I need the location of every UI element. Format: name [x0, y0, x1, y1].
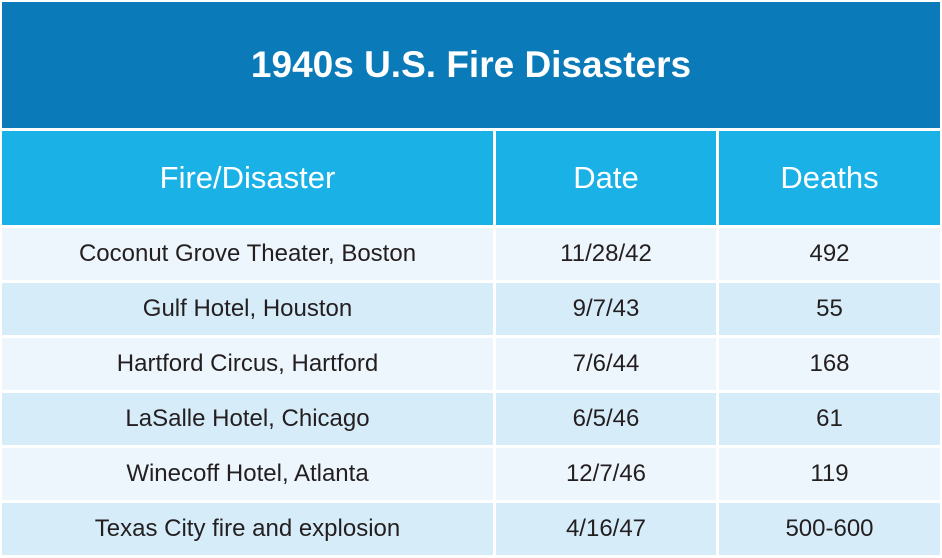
column-header-date: Date — [496, 131, 716, 225]
table-row: Texas City fire and explosion 4/16/47 50… — [2, 503, 940, 555]
table-row: LaSalle Hotel, Chicago 6/5/46 61 — [2, 393, 940, 445]
cell-date: 6/5/46 — [496, 393, 716, 445]
cell-date: 12/7/46 — [496, 448, 716, 500]
cell-deaths: 168 — [719, 338, 940, 390]
cell-deaths: 119 — [719, 448, 940, 500]
cell-date: 11/28/42 — [496, 228, 716, 280]
table-title: 1940s U.S. Fire Disasters — [2, 2, 940, 128]
cell-fire-disaster: Hartford Circus, Hartford — [2, 338, 493, 390]
cell-date: 4/16/47 — [496, 503, 716, 555]
cell-fire-disaster: Coconut Grove Theater, Boston — [2, 228, 493, 280]
cell-fire-disaster: Gulf Hotel, Houston — [2, 283, 493, 335]
cell-fire-disaster: LaSalle Hotel, Chicago — [2, 393, 493, 445]
table-body: Coconut Grove Theater, Boston 11/28/42 4… — [2, 228, 940, 555]
table-header-row: Fire/Disaster Date Deaths — [2, 131, 940, 225]
cell-deaths: 492 — [719, 228, 940, 280]
table-row: Coconut Grove Theater, Boston 11/28/42 4… — [2, 228, 940, 280]
cell-deaths: 61 — [719, 393, 940, 445]
table-row: Winecoff Hotel, Atlanta 12/7/46 119 — [2, 448, 940, 500]
cell-fire-disaster: Winecoff Hotel, Atlanta — [2, 448, 493, 500]
cell-deaths: 500-600 — [719, 503, 940, 555]
cell-date: 9/7/43 — [496, 283, 716, 335]
table-row: Gulf Hotel, Houston 9/7/43 55 — [2, 283, 940, 335]
cell-deaths: 55 — [719, 283, 940, 335]
table-row: Hartford Circus, Hartford 7/6/44 168 — [2, 338, 940, 390]
cell-fire-disaster: Texas City fire and explosion — [2, 503, 493, 555]
cell-date: 7/6/44 — [496, 338, 716, 390]
column-header-deaths: Deaths — [719, 131, 940, 225]
column-header-fire-disaster: Fire/Disaster — [2, 131, 493, 225]
